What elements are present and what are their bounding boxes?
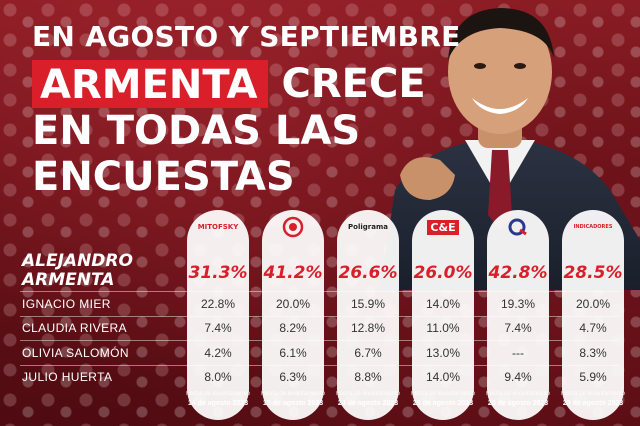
headline-line-4: ENCUESTAS	[32, 154, 295, 200]
headline-highlight: ARMENTA	[32, 60, 268, 108]
pollster-logo-target-icon	[268, 216, 318, 238]
candidate-main-first-name: ALEJANDRO	[22, 251, 133, 271]
date-label: Fecha de levantamiento	[260, 391, 326, 397]
date-value: 24 de agosto 2023	[337, 400, 399, 407]
table-cell: 11.0%	[426, 321, 460, 335]
poll-column-5	[487, 210, 549, 420]
date-value: 28 de agosto 2023	[487, 400, 549, 407]
row-divider	[20, 291, 620, 292]
candidate-name: JULIO HUERTA	[22, 370, 113, 384]
table-cell: 4.2%	[204, 346, 232, 360]
survey-date-6: Fecha de levantamiento 28 de agosto 2023	[548, 390, 638, 408]
date-label: Fecha de levantamiento	[410, 391, 476, 397]
survey-date-5: Fecha de levantamiento 28 de agosto 2023	[473, 390, 563, 408]
date-value: 28 de agosto 2023	[562, 400, 624, 407]
date-value: 14 de agosto 2023	[187, 400, 249, 407]
main-value-2: 41.2%	[263, 263, 323, 283]
headline-line-1: EN AGOSTO Y SEPTIEMBRE	[32, 20, 461, 53]
row-divider	[20, 316, 620, 317]
poll-column-4	[412, 210, 474, 420]
date-value: 15 de agosto 2023	[262, 400, 324, 407]
date-value: 28 de agosto 2023	[412, 400, 474, 407]
table-cell: 12.8%	[350, 321, 386, 335]
table-cell: 7.4%	[504, 321, 532, 335]
headline-line-3: EN TODAS LAS	[32, 108, 361, 154]
table-cell: 22.8%	[200, 297, 236, 311]
headline-line-2-rest: CRECE	[281, 61, 426, 107]
table-cell: 4.7%	[579, 321, 607, 335]
poll-column-3	[337, 210, 399, 420]
survey-date-2: Fecha de levantamiento 15 de agosto 2023	[248, 390, 338, 408]
table-cell: 13.0%	[425, 346, 461, 360]
table-cell: 9.4%	[504, 370, 532, 384]
table-cell: 5.9%	[579, 370, 607, 384]
row-divider	[20, 340, 620, 341]
table-cell: 14.0%	[425, 370, 461, 384]
headline: EN AGOSTO Y SEPTIEMBRE ARMENTA CRECE EN …	[32, 20, 461, 200]
pollster-logo-circle-icon	[493, 216, 543, 238]
survey-date-1: Fecha de levantamiento 14 de agosto 2023	[173, 390, 263, 408]
headline-line-2: ARMENTA CRECE	[32, 60, 461, 108]
ce-logo-text: C&E	[427, 219, 459, 235]
table-cell: 15.9%	[350, 297, 386, 311]
date-label: Fecha de levantamiento	[560, 391, 626, 397]
table-cell: 8.2%	[279, 321, 307, 335]
survey-date-3: Fecha de levantamiento 24 de agosto 2023	[323, 390, 413, 408]
main-value-3: 26.6%	[338, 263, 398, 283]
candidate-main-last-name: ARMENTA	[22, 270, 115, 290]
poll-column-1	[187, 210, 249, 420]
table-cell: 8.8%	[354, 370, 382, 384]
table-cell: 8.3%	[579, 346, 607, 360]
table-cell: 7.4%	[204, 321, 232, 335]
date-label: Fecha de levantamiento	[185, 391, 251, 397]
date-label: Fecha de levantamiento	[335, 391, 401, 397]
candidate-name: IGNACIO MIER	[22, 297, 111, 311]
table-cell: 6.7%	[354, 346, 382, 360]
survey-date-4: Fecha de levantamiento 28 de agosto 2023	[398, 390, 488, 408]
pollster-logo-indicadores: INDICADORES	[573, 224, 613, 230]
main-value-4: 26.0%	[413, 263, 473, 283]
table-cell: 14.0%	[425, 297, 461, 311]
pollster-logo-poligrama: Poligrama	[348, 223, 388, 231]
table-cell: 8.0%	[204, 370, 232, 384]
main-value-5: 42.8%	[488, 263, 548, 283]
main-value-1: 31.3%	[188, 263, 248, 283]
pollster-logo-ce: C&E	[418, 216, 468, 238]
candidate-main-name: ALEJANDRO ARMENTA	[22, 252, 133, 290]
table-cell: 20.0%	[575, 297, 611, 311]
table-cell: 19.3%	[500, 297, 536, 311]
table-cell: 6.3%	[279, 370, 307, 384]
table-cell: 6.1%	[279, 346, 307, 360]
table-cell: ---	[512, 346, 524, 360]
date-label: Fecha de levantamiento	[485, 391, 551, 397]
main-value-6: 28.5%	[563, 263, 623, 283]
table-cell: 20.0%	[275, 297, 311, 311]
candidate-name: CLAUDIA RIVERA	[22, 321, 127, 335]
poll-column-2	[262, 210, 324, 420]
row-divider	[20, 365, 620, 366]
candidate-name: OLIVIA SALOMÓN	[22, 346, 129, 360]
pollster-logo-mitofsky: MITOFSKY	[197, 223, 239, 231]
poll-column-6	[562, 210, 624, 420]
